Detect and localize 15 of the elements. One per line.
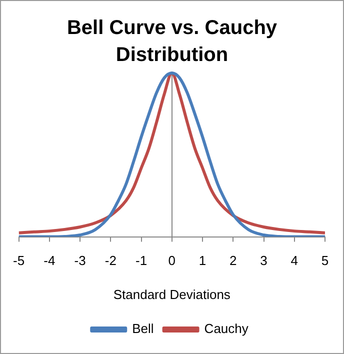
- x-tick-label: 1: [198, 253, 206, 268]
- x-tick-label: -5: [13, 253, 25, 268]
- x-tick-label: 4: [290, 253, 298, 268]
- chart-title: Bell Curve vs. Cauchy Distribution: [66, 16, 278, 68]
- x-tick-label: -4: [44, 253, 56, 268]
- legend-label: Cauchy: [204, 321, 249, 336]
- x-tick-label: 3: [260, 253, 268, 268]
- x-tick-label: -3: [74, 253, 86, 268]
- x-tick-label: 2: [230, 253, 237, 268]
- x-tick-label: -2: [104, 253, 116, 268]
- x-axis-title: Standard Deviations: [113, 286, 231, 302]
- x-tick-label: -1: [135, 253, 148, 268]
- x-tick-label: 5: [321, 253, 329, 268]
- x-tick-label: 0: [168, 253, 176, 268]
- legend-label: Bell: [132, 321, 154, 336]
